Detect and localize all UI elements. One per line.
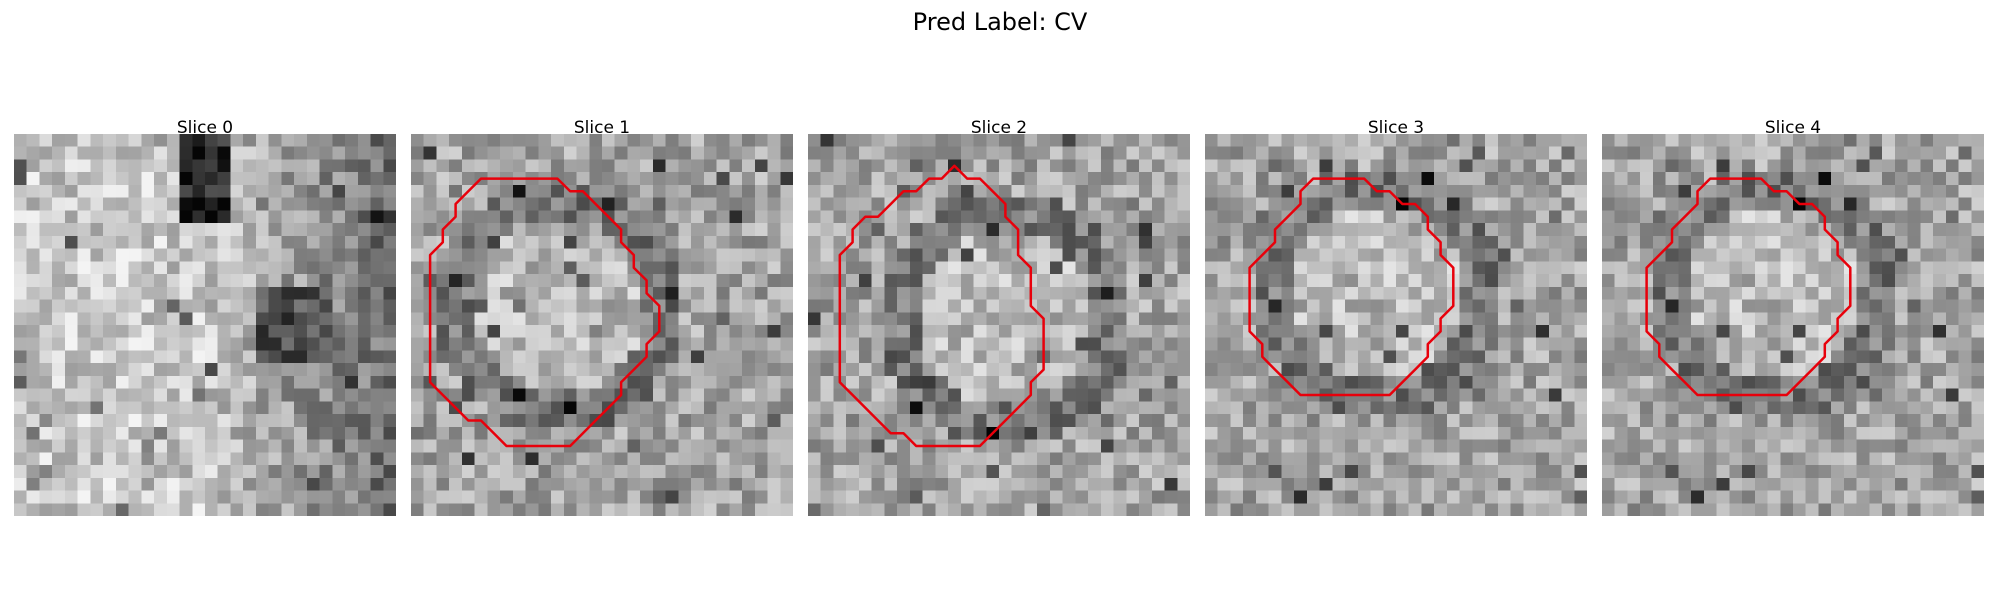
figure-title: Pred Label: CV (912, 8, 1088, 36)
slice-image (411, 134, 793, 516)
slice-image-wrap (808, 134, 1190, 516)
contour-line (838, 164, 1045, 448)
slice-panel-3: Slice 3 (1205, 116, 1587, 516)
slice-image (14, 134, 396, 516)
contour-overlay (14, 134, 396, 516)
slice-panel-0: Slice 0 (14, 116, 396, 516)
slice-panel-4: Slice 4 (1602, 116, 1984, 516)
slice-title: Slice 4 (1764, 118, 1822, 138)
slice-panel-2: Slice 2 (808, 116, 1190, 516)
contour-line (1645, 177, 1852, 397)
slice-title: Slice 3 (1367, 118, 1425, 138)
contour-line (1248, 177, 1455, 397)
slice-panel-1: Slice 1 (411, 116, 793, 516)
contour-overlay (838, 164, 1045, 448)
contour-overlay (1248, 177, 1455, 397)
contour-line (428, 177, 661, 448)
contour-overlay (428, 177, 661, 448)
slice-image-wrap (411, 134, 793, 516)
slice-image-wrap (1205, 134, 1587, 516)
slice-image-wrap (1602, 134, 1984, 516)
contour-overlay (1645, 177, 1852, 397)
slice-title: Slice 1 (573, 118, 631, 138)
slice-title: Slice 0 (176, 118, 234, 138)
slice-title: Slice 2 (970, 118, 1028, 138)
slice-image-wrap (14, 134, 396, 516)
